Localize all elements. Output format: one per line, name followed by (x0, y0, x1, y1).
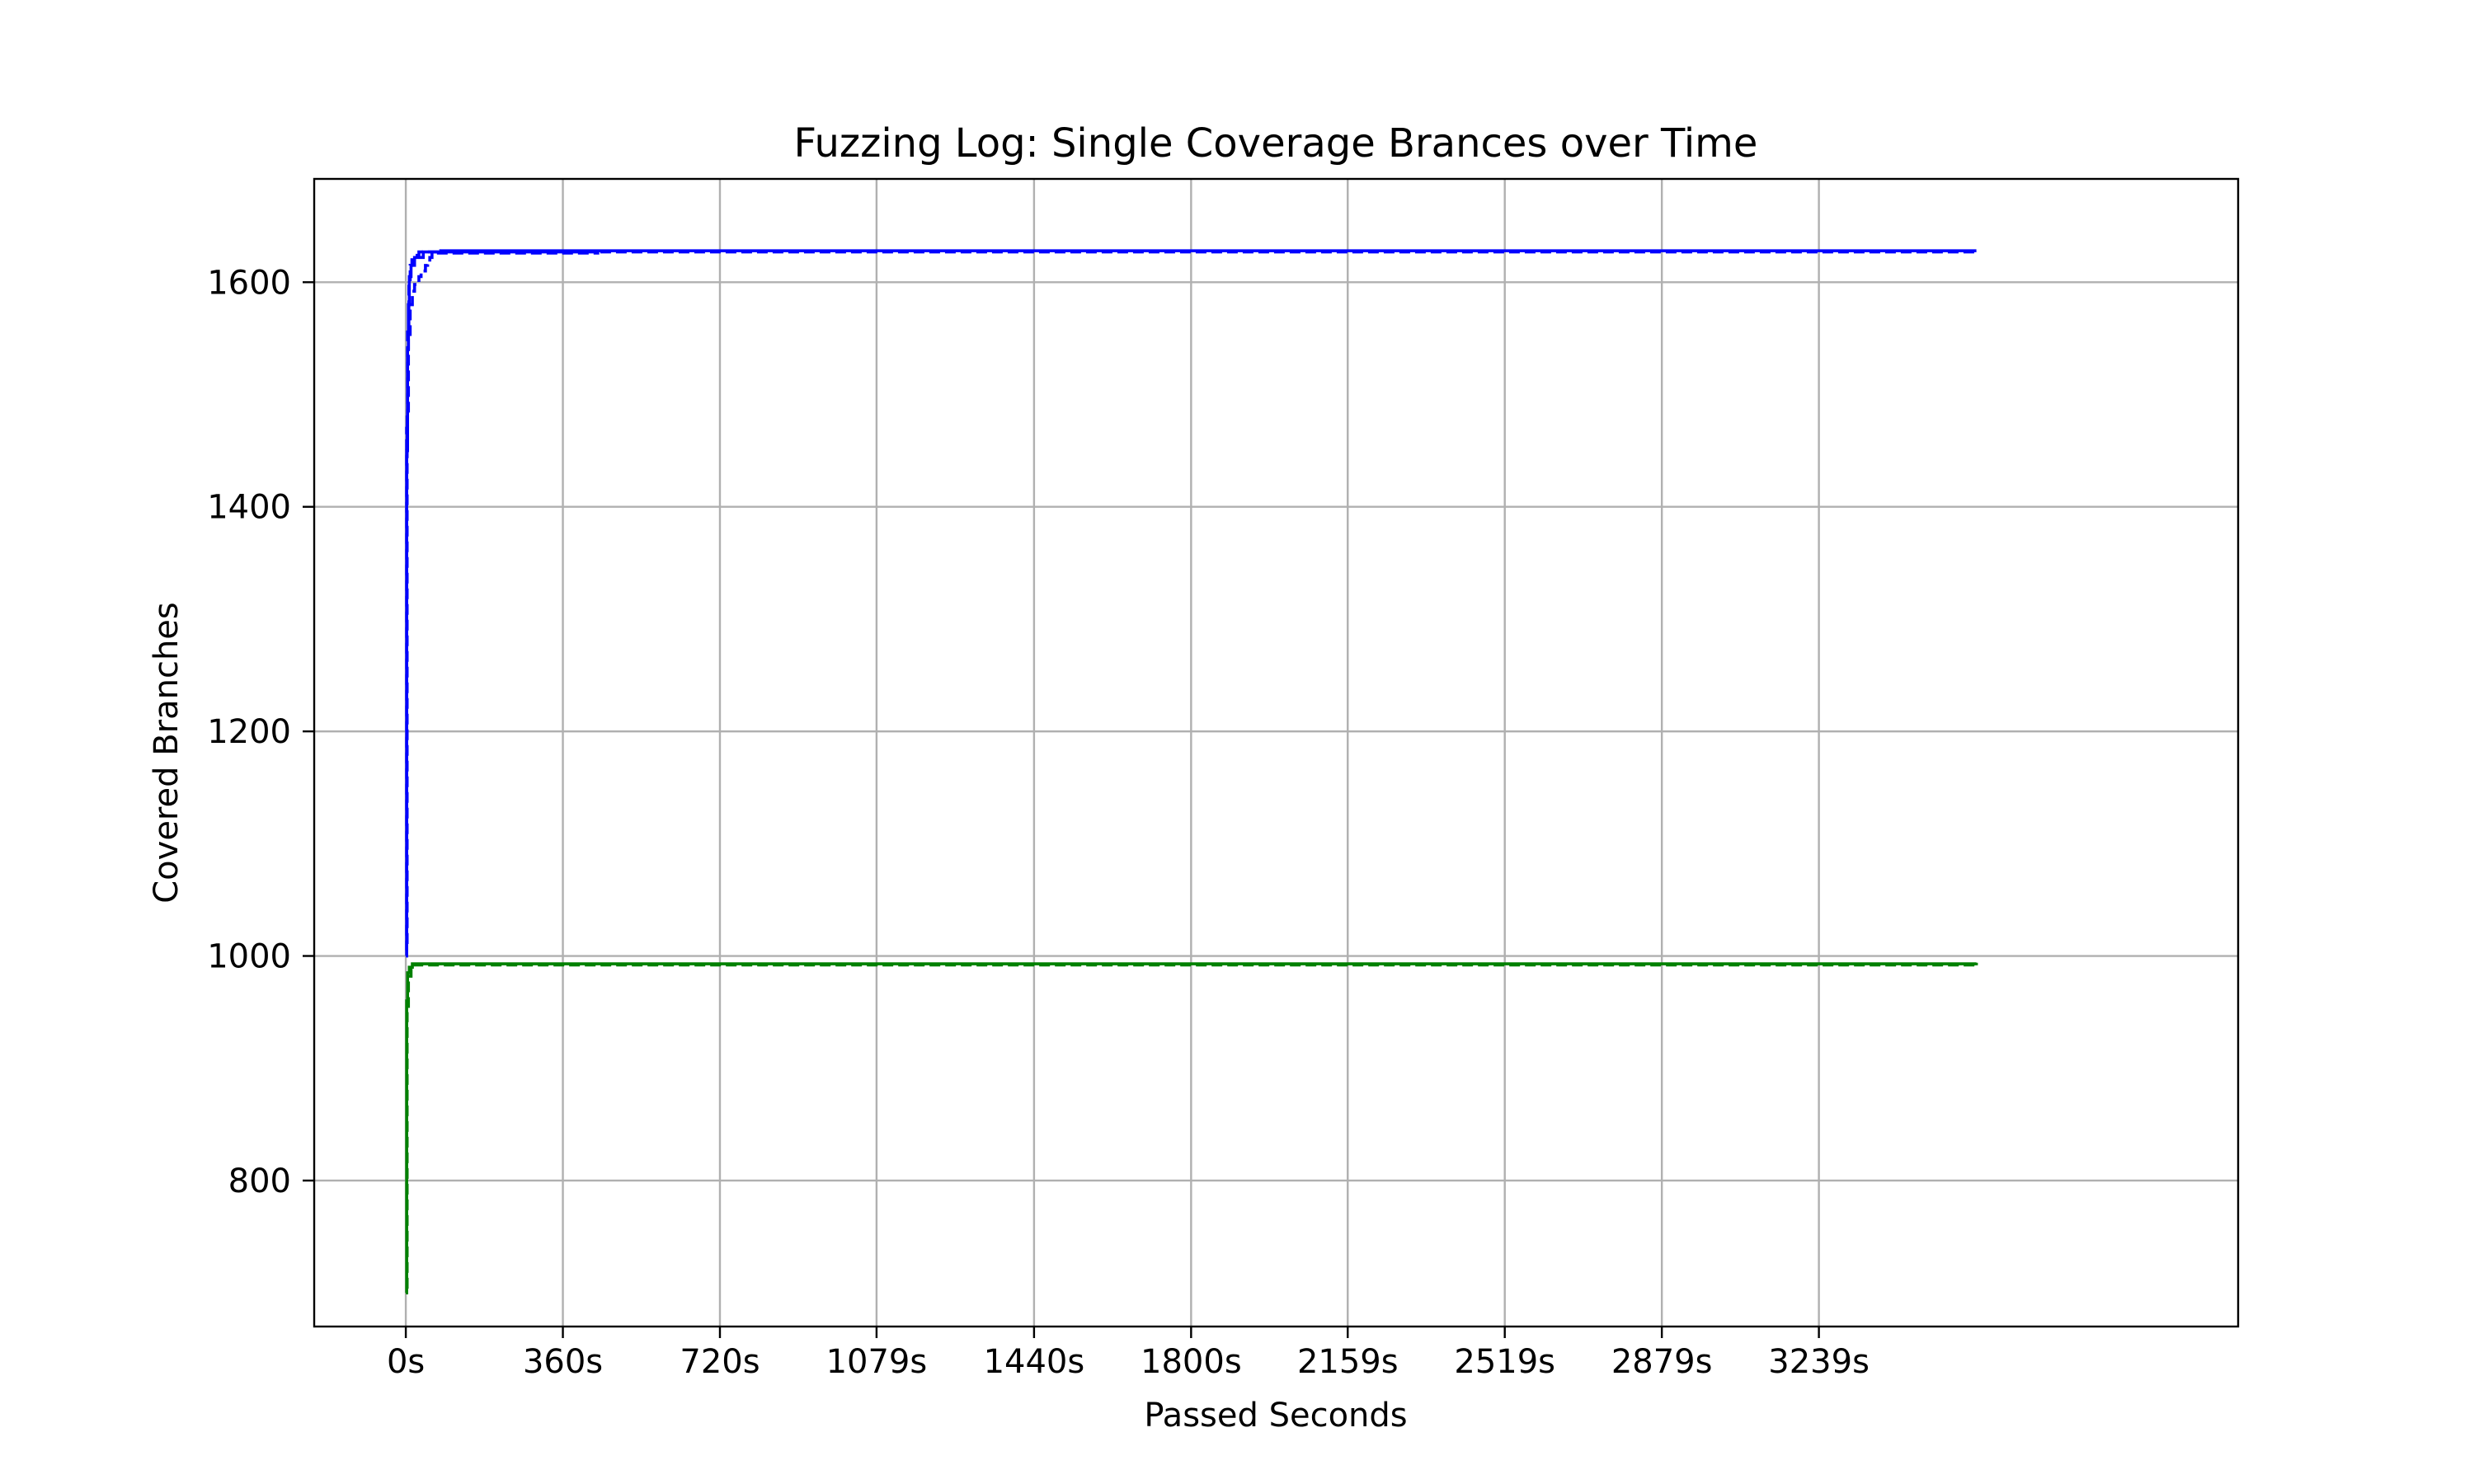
x-tick-label: 2519s (1454, 1343, 1555, 1381)
y-tick-label: 1400 (207, 489, 291, 527)
x-tick-label: 3239s (1768, 1343, 1870, 1381)
x-tick-label: 720s (680, 1343, 760, 1381)
y-tick-label: 1000 (207, 938, 291, 976)
x-tick-label: 1800s (1141, 1343, 1242, 1381)
tick-layer: 0s 360s 720s 1079s 1440s 1800s 2159s 2519s 2879s… (207, 264, 1870, 1381)
plot-frame (313, 177, 2240, 1328)
x-tick-label: 360s (523, 1343, 603, 1381)
series-line-2 (405, 251, 600, 944)
series-layer (405, 249, 1978, 1294)
x-axis-label: Passed Seconds (1144, 1397, 1407, 1435)
series-line-5 (405, 962, 1978, 1289)
x-tick-label: 2159s (1297, 1343, 1399, 1381)
series-line-3 (405, 250, 1978, 952)
y-axis-label: Covered Branches (148, 602, 186, 904)
chart-title: Fuzzing Log: Single Coverage Brances ove… (794, 120, 1758, 167)
x-tick-label: 0s (387, 1343, 425, 1381)
x-tick-label: 2879s (1611, 1343, 1713, 1381)
x-tick-label: 1079s (826, 1343, 928, 1381)
y-tick-label: 1600 (207, 264, 291, 302)
y-tick-label: 1200 (207, 713, 291, 751)
grid-layer (314, 179, 2238, 1327)
y-tick-label: 800 (228, 1162, 291, 1200)
x-tick-label: 1440s (984, 1343, 1085, 1381)
